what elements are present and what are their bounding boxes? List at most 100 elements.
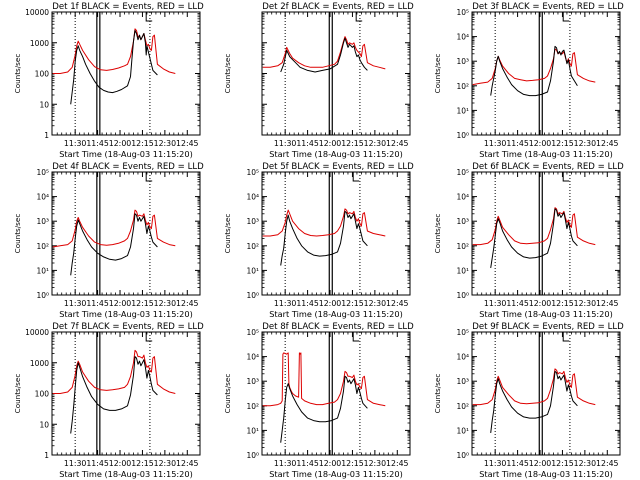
y-tick-label: 10³ (456, 217, 469, 226)
x-tick-label: 12:00 (109, 139, 132, 148)
x-tick-label: 11:45 (86, 299, 109, 308)
panel-title: Det 2f BLACK = Events, RED = LLD (262, 2, 414, 12)
x-tick-label: 11:30 (64, 459, 87, 468)
x-tick-label: 11:45 (296, 299, 319, 308)
y-tick-label: 10⁵ (246, 168, 259, 177)
y-tick-label: 1 (44, 451, 49, 460)
x-tick-label: 12:45 (386, 299, 409, 308)
y-axis-label: Counts/sec (433, 54, 442, 94)
series-line-lld (262, 208, 386, 237)
x-axis-label: Start Time (18-Aug-03 11:15:20) (269, 469, 403, 479)
series-line-lld (52, 349, 176, 394)
x-tick-label: 12:00 (529, 139, 552, 148)
plot-frame (471, 171, 621, 296)
x-tick-label: 12:30 (574, 459, 597, 468)
x-tick-label: 12:00 (109, 459, 132, 468)
y-tick-label: 10000 (25, 8, 49, 17)
y-tick-label: 10⁰ (456, 451, 469, 460)
y-tick-label: 10⁵ (36, 168, 49, 177)
y-tick-label: 10³ (246, 377, 259, 386)
x-tick-label: 12:30 (364, 459, 387, 468)
series-line-events (490, 208, 578, 268)
y-tick-label: 10⁵ (456, 168, 469, 177)
panel-det-6: Det 6f BLACK = Events, RED = LLD 10⁰ 10¹ 10… (433, 162, 624, 319)
y-axis-label: Counts/sec (13, 214, 22, 254)
y-tick-label: 10¹ (36, 266, 49, 275)
series-line-events (490, 370, 578, 433)
x-axis-label: Start Time (18-Aug-03 11:15:20) (269, 149, 403, 159)
x-tick-label: 11:45 (296, 459, 319, 468)
y-tick-label: 10¹ (246, 266, 259, 275)
x-tick-label: 12:45 (596, 459, 619, 468)
panel-title: Det 9f BLACK = Events, RED = LLD (472, 322, 624, 332)
series-line-events (280, 375, 368, 443)
x-tick-label: 11:30 (484, 459, 507, 468)
x-axis-label: Start Time (18-Aug-03 11:15:20) (479, 469, 613, 479)
y-axis-label: Counts/sec (13, 374, 22, 414)
x-axis-label: Start Time (18-Aug-03 11:15:20) (59, 309, 193, 319)
series-line-events (70, 356, 158, 434)
x-tick-label: 12:15 (131, 139, 154, 148)
x-tick-label: 12:45 (176, 139, 199, 148)
x-tick-label: 12:00 (529, 459, 552, 468)
x-axis-label: Start Time (18-Aug-03 11:15:20) (59, 469, 193, 479)
panel-det-1: Det 1f BLACK = Events, RED = LLD 1 10 100 10… (13, 2, 204, 159)
y-tick-label: 10⁵ (246, 328, 259, 337)
x-tick-label: 12:45 (176, 459, 199, 468)
x-tick-label: 12:00 (319, 139, 342, 148)
plot-frame (51, 331, 201, 456)
panel-title: Det 3f BLACK = Events, RED = LLD (472, 2, 624, 12)
y-tick-label: 10¹ (456, 266, 469, 275)
x-tick-label: 12:30 (154, 459, 177, 468)
plot-frame (51, 171, 201, 296)
plot-frame (261, 331, 411, 456)
x-tick-label: 11:30 (484, 299, 507, 308)
x-tick-label: 12:00 (529, 299, 552, 308)
panel-det-3: Det 3f BLACK = Events, RED = LLD 10⁰ 10¹ 10… (433, 2, 624, 159)
x-tick-label: 11:45 (86, 139, 109, 148)
y-tick-label: 10⁰ (246, 291, 259, 300)
y-axis-label: Counts/sec (223, 214, 232, 254)
x-tick-label: 12:30 (574, 139, 597, 148)
x-axis-label: Start Time (18-Aug-03 11:15:20) (59, 149, 193, 159)
x-axis-label: Start Time (18-Aug-03 11:15:20) (269, 309, 403, 319)
x-tick-label: 12:45 (386, 139, 409, 148)
y-tick-label: 10² (246, 242, 259, 251)
x-tick-label: 11:45 (296, 139, 319, 148)
y-tick-label: 10³ (36, 217, 49, 226)
y-tick-label: 10² (246, 402, 259, 411)
y-tick-label: 1000 (30, 359, 49, 368)
x-tick-label: 11:30 (64, 139, 87, 148)
panel-title: Det 8f BLACK = Events, RED = LLD (262, 322, 414, 332)
y-tick-label: 10⁴ (246, 353, 259, 362)
y-tick-label: 10³ (456, 57, 469, 66)
y-tick-label: 10¹ (456, 106, 469, 115)
series-line-lld (52, 209, 176, 248)
y-axis-label: Counts/sec (223, 374, 232, 414)
flag-marker (145, 332, 153, 342)
x-tick-label: 12:15 (341, 459, 364, 468)
x-tick-label: 11:30 (274, 299, 297, 308)
y-axis-label: Counts/sec (433, 374, 442, 414)
panel-title: Det 1f BLACK = Events, RED = LLD (52, 2, 204, 12)
series-line-lld (472, 48, 596, 86)
y-axis-label: Counts/sec (223, 54, 232, 94)
x-tick-label: 11:45 (506, 139, 529, 148)
y-tick-label: 10⁰ (246, 451, 259, 460)
x-tick-label: 12:30 (154, 139, 177, 148)
y-tick-label: 100 (35, 390, 50, 399)
plot-frame (261, 171, 411, 296)
flag-marker (145, 172, 153, 182)
x-tick-label: 11:30 (484, 139, 507, 148)
y-tick-label: 10³ (456, 377, 469, 386)
y-tick-label: 1 (44, 131, 49, 140)
y-tick-label: 10⁰ (456, 131, 469, 140)
x-tick-label: 11:30 (274, 139, 297, 148)
x-tick-label: 12:15 (131, 459, 154, 468)
panel-det-7: Det 7f BLACK = Events, RED = LLD 1 10 100 10… (13, 322, 204, 479)
y-tick-label: 10⁰ (36, 291, 49, 300)
flag-marker (352, 332, 360, 342)
x-tick-label: 12:30 (364, 299, 387, 308)
series-line-events (280, 210, 368, 266)
x-tick-label: 12:15 (551, 459, 574, 468)
